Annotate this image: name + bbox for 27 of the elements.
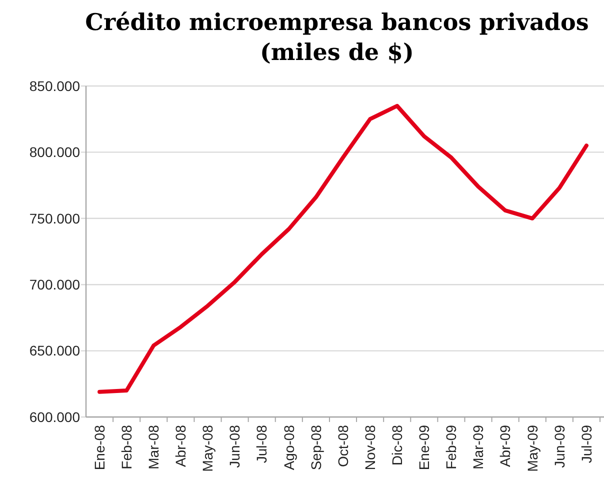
x-tick-label: Feb-08 [118, 424, 134, 470]
x-tick-label: Jul-08 [254, 424, 270, 464]
x-tick-label: Jul-09 [578, 424, 594, 464]
x-tick-label: Ene-09 [416, 424, 432, 470]
x-tick-label: May-08 [200, 424, 216, 472]
x-tick-label: Feb-09 [443, 424, 460, 470]
line-series [98, 104, 588, 394]
x-tick-label: Nov-08 [362, 424, 378, 470]
y-tick-label: 850.000 [29, 78, 80, 94]
x-tick-label: Jun-09 [551, 424, 568, 468]
x-tick-label: Ago-08 [280, 424, 297, 470]
y-tick-label: 600.000 [29, 408, 80, 425]
y-tick-label: 650.000 [29, 342, 80, 359]
x-tick-label: Dic-08 [389, 424, 406, 466]
y-tick-label: 800.000 [29, 144, 80, 160]
chart-title: Crédito microempresa bancos privados (miles de $) [85, 9, 589, 66]
y-tick-label: 700.000 [29, 276, 80, 292]
x-tick-label: Mar-09 [470, 424, 486, 470]
x-tick-label: May-09 [524, 424, 540, 472]
x-tick-label: Ene-08 [91, 424, 108, 470]
x-tick-label: Jun-08 [226, 424, 243, 468]
x-tick-label: Mar-08 [146, 424, 162, 470]
x-tick-label: Sep-08 [308, 424, 324, 470]
y-tick-label: 750.000 [29, 210, 80, 226]
x-tick-label: Abr-08 [172, 424, 189, 468]
x-tick-label: Abr-09 [497, 424, 514, 468]
x-tick-label: Oct-08 [334, 424, 351, 468]
